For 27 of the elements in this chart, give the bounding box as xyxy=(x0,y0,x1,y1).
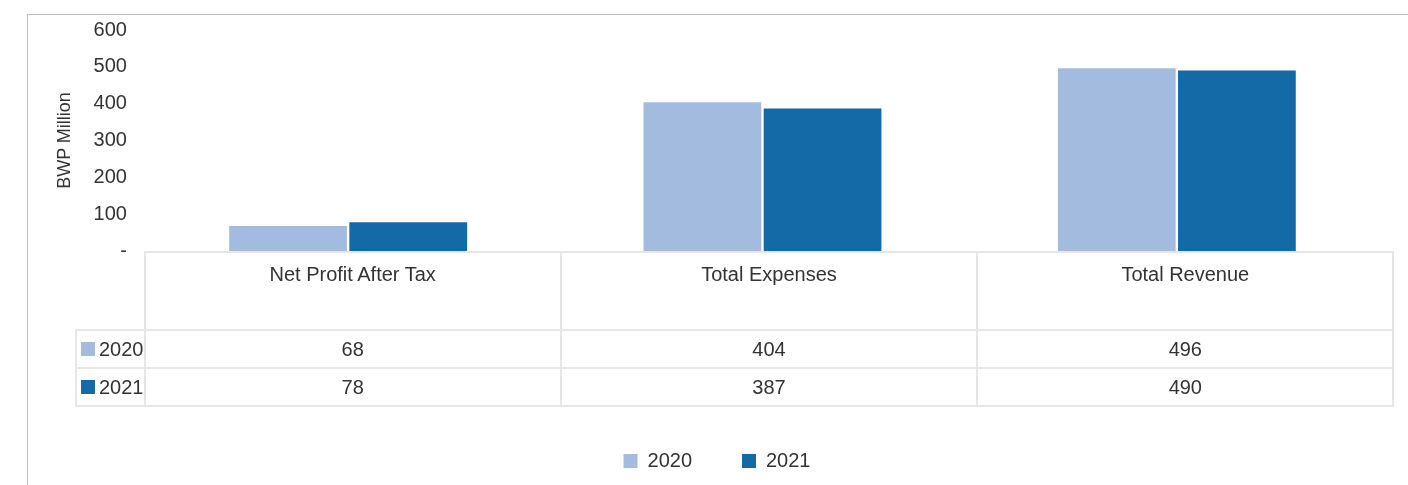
legend-label: 2021 xyxy=(766,448,811,471)
y-tick-label: 100 xyxy=(93,201,127,224)
data-label: 68 xyxy=(144,330,561,368)
bar xyxy=(349,222,468,251)
y-tick-label: 300 xyxy=(93,128,127,151)
x-tick-label: Total Revenue xyxy=(977,252,1394,330)
x-tick-label: Net Profit After Tax xyxy=(144,252,561,330)
bar xyxy=(1057,68,1176,251)
bar xyxy=(1178,70,1296,251)
data-label: 490 xyxy=(977,368,1394,406)
y-tick-label: 400 xyxy=(93,91,127,114)
bar xyxy=(229,225,347,251)
data-label: 387 xyxy=(560,368,978,406)
bar xyxy=(643,102,762,251)
x-tick-label: Total Expenses xyxy=(560,252,978,330)
text: 2020 xyxy=(647,448,693,471)
legend-label: 2020 xyxy=(76,330,145,368)
y-tick-label: 500 xyxy=(93,54,127,77)
y-tick-label: - xyxy=(120,238,127,261)
y-tick-label: 600 xyxy=(93,17,127,40)
data-label: 404 xyxy=(560,330,978,368)
data-label: 78 xyxy=(144,368,561,406)
bar xyxy=(763,108,882,251)
data-label: 496 xyxy=(977,330,1394,368)
y-tick-label: 200 xyxy=(93,164,127,187)
text: 2021 xyxy=(99,375,144,398)
y-axis-title: BWP Million xyxy=(53,92,74,189)
